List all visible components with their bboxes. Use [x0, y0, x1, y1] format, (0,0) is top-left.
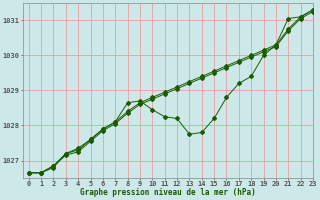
X-axis label: Graphe pression niveau de la mer (hPa): Graphe pression niveau de la mer (hPa) — [80, 188, 256, 197]
